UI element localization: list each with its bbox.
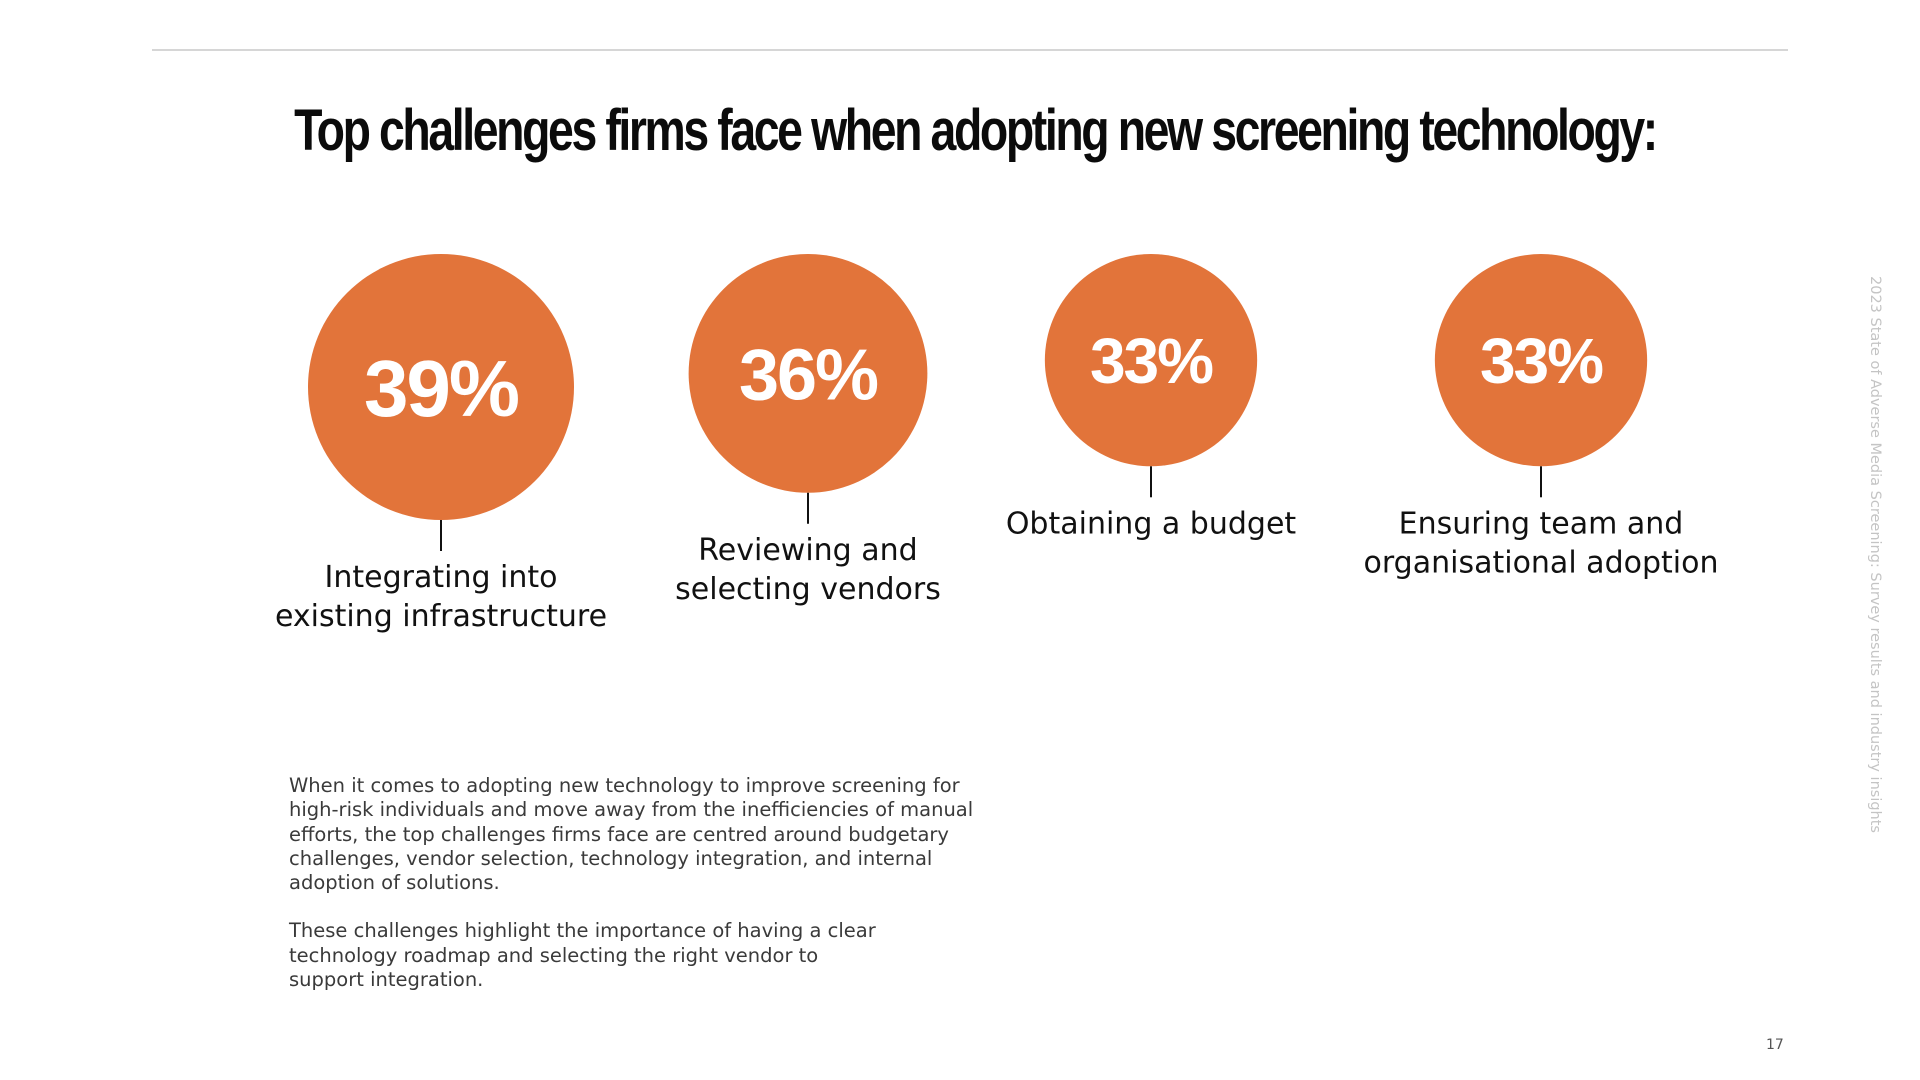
report-side-label: 2023 State of Adverse Media Screening: S… <box>1867 276 1883 833</box>
category-label-1-line-2: existing infrastructure <box>275 599 607 634</box>
category-label-2-line-2: selecting vendors <box>675 572 941 607</box>
bubble-2 <box>688 254 928 493</box>
bubble-value-label-4: 33% <box>1480 325 1603 397</box>
body-paragraph-2: These challenges highlight the importanc… <box>289 919 876 992</box>
category-label-4-line-1: Ensuring team and <box>1399 506 1684 541</box>
bubble-1 <box>308 254 574 520</box>
bubble-group-3: 33% Obtaining a budget <box>1006 254 1297 541</box>
page-title: Top challenges firms face when adopting … <box>294 98 1658 163</box>
top-divider <box>152 49 1788 51</box>
bubble-group-4: 33% Ensuring team and organisational adopt… <box>1364 254 1719 580</box>
category-label-2-line-1: Reviewing and <box>698 533 917 568</box>
body-text: When it comes to adopting new technology… <box>289 774 1009 1016</box>
bubble-value-label-1: 39% <box>364 344 519 433</box>
category-label-3-line-1: Obtaining a budget <box>1006 506 1297 541</box>
category-label-4-line-2: organisational adoption <box>1364 545 1719 580</box>
bubble-group-2: 36% Reviewing and selecting vendors <box>675 254 941 607</box>
bubble-3 <box>1044 254 1258 467</box>
bubble-value-label-2: 36% <box>739 335 878 415</box>
page-number: 17 <box>1766 1037 1784 1053</box>
bubble-group-1: 39% Integrating into existing infrastructu… <box>275 254 607 634</box>
bubble-value-label-3: 33% <box>1090 325 1213 397</box>
bubble-4 <box>1434 254 1648 467</box>
category-label-1-line-1: Integrating into <box>325 560 558 595</box>
body-paragraph-1: When it comes to adopting new technology… <box>289 774 974 895</box>
